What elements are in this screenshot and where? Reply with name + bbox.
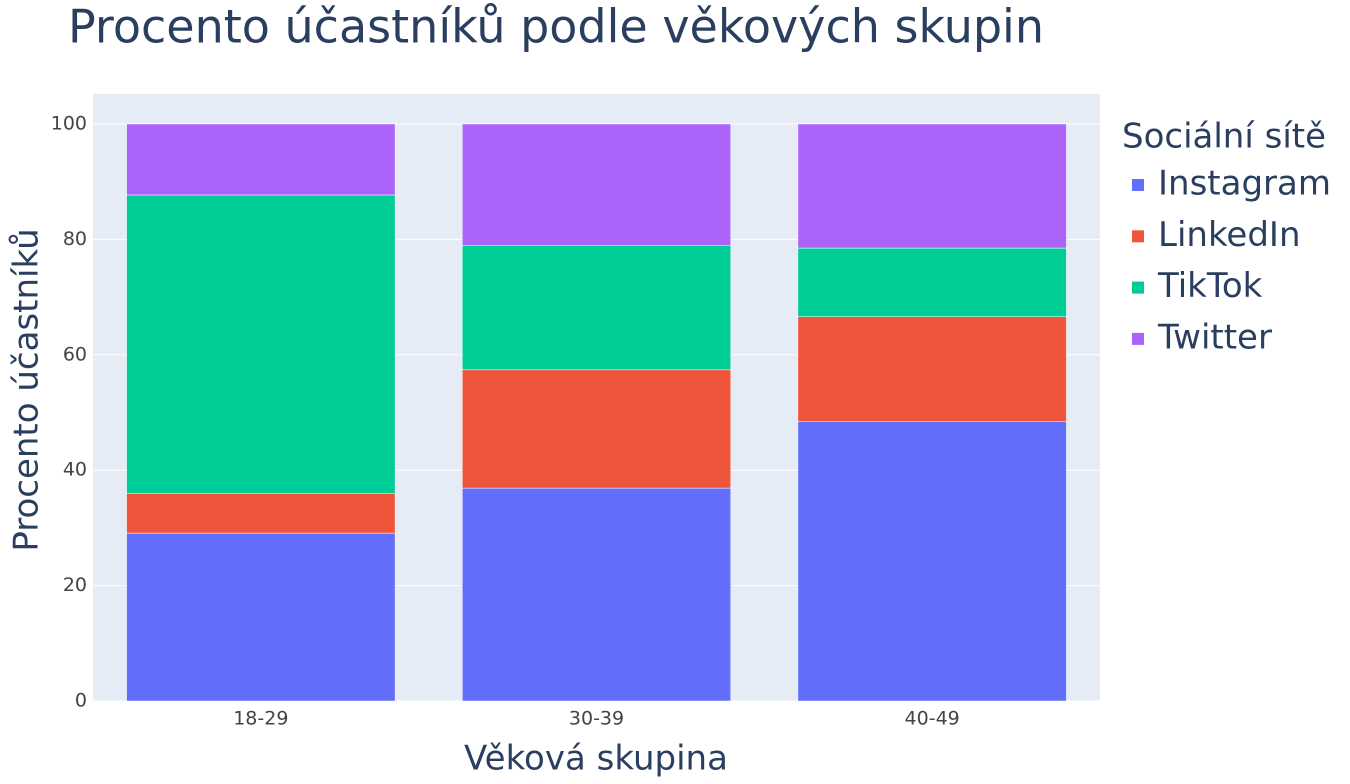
legend-swatch <box>1132 281 1144 294</box>
x-tick-label: 40-49 <box>905 708 960 730</box>
y-tick-label: 40 <box>63 459 87 481</box>
x-tick-label: 30-39 <box>569 708 624 730</box>
y-tick-label: 60 <box>63 343 87 365</box>
legend-label: Twitter <box>1157 317 1272 357</box>
bar-segment <box>461 487 732 702</box>
bar-segment <box>797 421 1067 702</box>
bar-segment <box>126 532 396 702</box>
y-tick-label: 20 <box>63 574 87 596</box>
legend-swatch <box>1132 332 1144 345</box>
bar-segment <box>126 123 396 196</box>
bar-segment <box>797 316 1067 422</box>
bars <box>126 123 1067 702</box>
y-tick-label: 80 <box>63 228 87 250</box>
bar-segment <box>126 194 396 494</box>
x-tick-label: 18-29 <box>233 708 288 730</box>
y-tick-label: 100 <box>51 113 87 135</box>
chart-title: Procento účastníků podle věkových skupin <box>68 0 1044 54</box>
x-axis-label: Věková skupina <box>464 739 728 779</box>
legend-swatch <box>1132 179 1144 191</box>
y-axis-label: Procento účastníků <box>7 228 47 551</box>
legend-label: Instagram <box>1158 164 1331 204</box>
legend-label: TikTok <box>1157 266 1263 306</box>
bar-segment <box>797 123 1067 249</box>
bar-segment <box>126 493 396 534</box>
legend-swatch <box>1132 230 1144 243</box>
bar-segment <box>461 245 732 371</box>
legend-label: LinkedIn <box>1158 215 1301 255</box>
legend-title: Sociální sítě <box>1122 117 1326 157</box>
bar-segment <box>461 369 732 489</box>
bar-segment <box>797 247 1067 317</box>
bar-segment <box>461 123 732 246</box>
y-tick-label: 0 <box>75 690 87 712</box>
